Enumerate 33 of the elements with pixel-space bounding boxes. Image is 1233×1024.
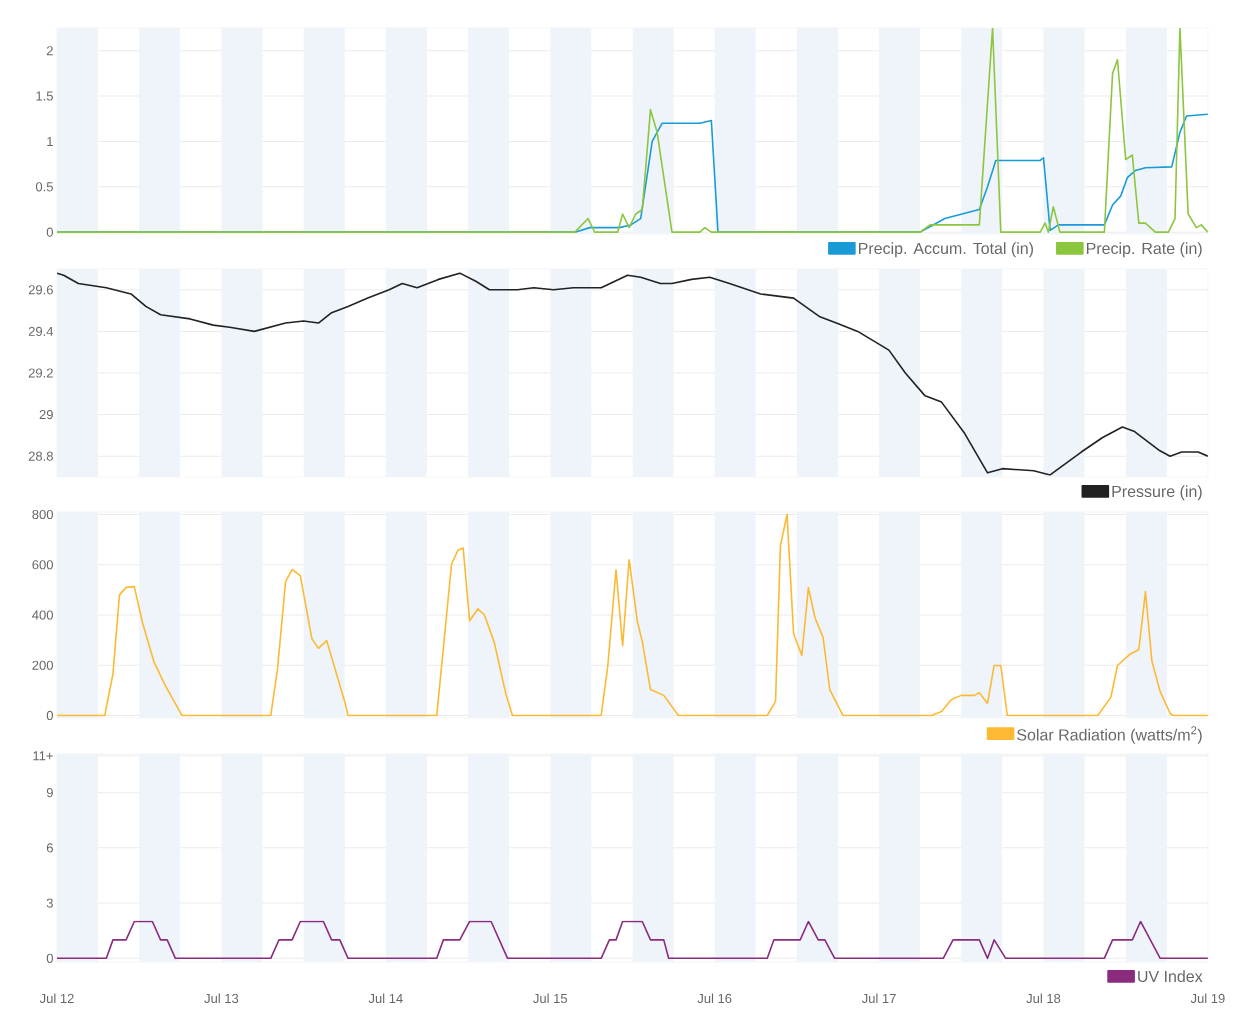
y-tick-label: 9 bbox=[46, 788, 53, 798]
y-tick-label: 2 bbox=[46, 46, 53, 56]
x-tick-label: Jul 15 bbox=[533, 993, 568, 1004]
y-tick-label: 400 bbox=[32, 610, 53, 620]
legend-label: Precip. Accum. Total (in) bbox=[859, 242, 1033, 258]
x-tick-label: Jul 16 bbox=[697, 993, 732, 1004]
x-tick-label: Jul 13 bbox=[204, 993, 239, 1004]
x-tick-label: Jul 17 bbox=[861, 993, 896, 1004]
y-tick-label: 1.5 bbox=[36, 91, 53, 101]
y-tick-label: 200 bbox=[32, 660, 53, 670]
y-tick-label: 800 bbox=[32, 509, 53, 520]
y-tick-label: 3 bbox=[46, 898, 53, 908]
y-tick-label: 29.6 bbox=[28, 285, 53, 295]
y-tick-label: 0 bbox=[46, 710, 53, 721]
x-tick-label: Jul 12 bbox=[39, 993, 74, 1004]
legend-label: UV Index bbox=[1138, 970, 1203, 983]
x-tick-label: Jul 19 bbox=[1190, 993, 1225, 1004]
x-tick-label: Jul 18 bbox=[1026, 993, 1061, 1004]
y-tick-label: 600 bbox=[32, 560, 53, 570]
y-tick-label: 6 bbox=[46, 843, 53, 853]
y-tick-label: 11+ bbox=[33, 751, 53, 761]
legend-label: Precip. Rate (in) bbox=[1086, 242, 1202, 258]
y-tick-label: 29 bbox=[39, 409, 53, 420]
y-tick-label: 29.4 bbox=[28, 326, 54, 336]
y-tick-label: 0.5 bbox=[35, 182, 53, 192]
legend-label: Solar Radiation (watts/m$^{2}$) bbox=[1017, 726, 1202, 744]
y-tick-label: 0 bbox=[46, 953, 53, 963]
x-tick-label: Jul 14 bbox=[368, 993, 403, 1004]
y-tick-label: 1 bbox=[47, 136, 53, 146]
y-tick-label: 0 bbox=[46, 227, 53, 237]
y-tick-label: 28.8 bbox=[28, 451, 53, 461]
y-tick-label: 29.2 bbox=[28, 368, 53, 378]
legend-label: Pressure (in) bbox=[1112, 485, 1202, 501]
